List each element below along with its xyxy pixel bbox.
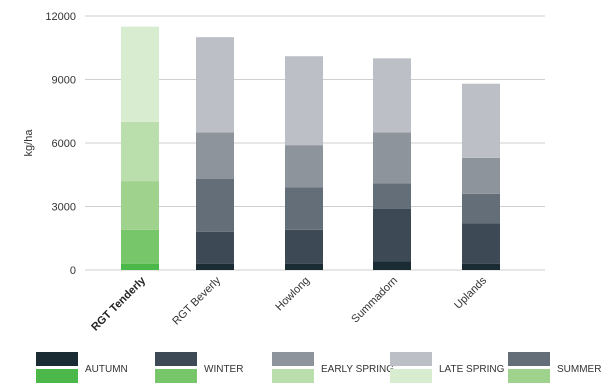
y-tick-label: 0 bbox=[70, 265, 76, 277]
legend-label: AUTUMN bbox=[85, 364, 128, 375]
bar-segment-late-spring bbox=[373, 58, 411, 133]
y-tick-label: 12000 bbox=[45, 11, 76, 23]
bar-segment-autumn bbox=[462, 263, 500, 270]
bar-segment-late-spring bbox=[121, 26, 159, 122]
bar-segment-early-spring bbox=[462, 157, 500, 194]
legend-item-early-spring: EARLY SPRING bbox=[272, 352, 394, 383]
y-tick-label: 6000 bbox=[52, 138, 76, 150]
legend-swatch-highlight bbox=[36, 369, 78, 383]
legend-label: LATE SPRING bbox=[439, 364, 505, 375]
x-category-label: Uplands bbox=[452, 274, 489, 311]
bar-segment-early-spring bbox=[196, 132, 234, 179]
x-axis-categories: RGT Tenderly RGT Beverly Howlong Summadorn U… bbox=[89, 274, 489, 334]
bar-segment-winter bbox=[196, 231, 234, 264]
bar-segment-summer bbox=[196, 178, 234, 232]
legend-item-winter: WINTER bbox=[155, 352, 243, 383]
legend-swatch-highlight bbox=[272, 369, 314, 383]
x-category-label: Summadorn bbox=[349, 275, 400, 326]
bar-segment-early-spring bbox=[285, 145, 323, 188]
bar-segment-late-spring bbox=[285, 56, 323, 146]
bar-segment-winter bbox=[462, 223, 500, 264]
bar-segment-early-spring bbox=[121, 121, 159, 182]
legend-swatch-highlight bbox=[390, 369, 432, 383]
bar-segment-winter bbox=[121, 229, 159, 264]
bar-segment-late-spring bbox=[196, 37, 234, 133]
bar-stack-uplands bbox=[462, 83, 500, 270]
legend-label: SUMMER bbox=[557, 364, 601, 375]
legend-label: EARLY SPRING bbox=[321, 364, 394, 375]
x-category-label: Howlong bbox=[273, 275, 312, 314]
bar-segment-summer bbox=[285, 187, 323, 230]
bars bbox=[121, 26, 500, 270]
x-category-label: RGT Beverly bbox=[170, 274, 223, 327]
bar-stack-howlong bbox=[285, 56, 323, 270]
bar-segment-summer bbox=[462, 193, 500, 224]
legend-label: WINTER bbox=[204, 364, 243, 375]
bar-segment-late-spring bbox=[462, 83, 500, 158]
legend-swatch bbox=[155, 352, 197, 366]
legend-swatch bbox=[36, 352, 78, 366]
bar-stack-rgt-tenderly bbox=[121, 26, 159, 270]
y-tick-label: 9000 bbox=[52, 75, 76, 87]
legend-item-autumn: AUTUMN bbox=[36, 352, 128, 383]
y-tick-label: 3000 bbox=[52, 202, 76, 214]
legend-item-late-spring: LATE SPRING bbox=[390, 352, 505, 383]
x-category-label: RGT Tenderly bbox=[89, 274, 149, 334]
legend-swatch-highlight bbox=[155, 369, 197, 383]
bar-segment-autumn bbox=[121, 263, 159, 270]
bar-segment-summer bbox=[121, 181, 159, 230]
bar-segment-winter bbox=[285, 229, 323, 264]
bar-segment-autumn bbox=[196, 263, 234, 270]
y-axis-ticks: 0 3000 6000 9000 12000 bbox=[45, 11, 76, 277]
legend-item-summer: SUMMER bbox=[508, 352, 601, 383]
bar-segment-autumn bbox=[285, 263, 323, 270]
bar-segment-autumn bbox=[373, 261, 411, 270]
bar-segment-winter bbox=[373, 208, 411, 262]
legend-swatch bbox=[272, 352, 314, 366]
bar-segment-early-spring bbox=[373, 132, 411, 184]
legend-swatch-highlight bbox=[508, 369, 550, 383]
legend-swatch bbox=[508, 352, 550, 366]
legend-swatch bbox=[390, 352, 432, 366]
bar-stack-rgt-beverly bbox=[196, 37, 234, 270]
legend: AUTUMN WINTER EARLY SPRING LATE SPRING SUMME… bbox=[36, 352, 601, 383]
bar-stack-summadorn bbox=[373, 58, 411, 270]
y-axis-label: kg/ha bbox=[23, 129, 35, 157]
bar-segment-summer bbox=[373, 183, 411, 209]
